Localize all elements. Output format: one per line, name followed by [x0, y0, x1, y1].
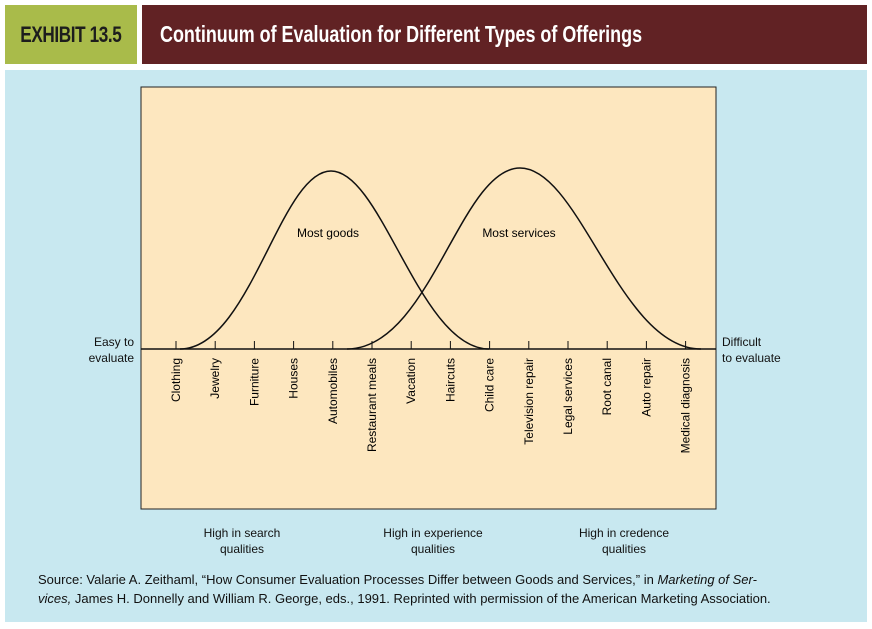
- item-label: Vacation: [404, 358, 418, 404]
- source-text: Source: Valarie A. Zeithaml, “How Consum…: [38, 572, 658, 587]
- item-label: Child care: [483, 358, 497, 412]
- search-qualities-label: High in search qualities: [172, 525, 312, 557]
- easy-to-evaluate-label: Easy to evaluate: [60, 334, 134, 366]
- source-book-title: Marketing of Ser-: [657, 572, 757, 587]
- label-line: qualities: [219, 542, 265, 556]
- services-curve: [346, 167, 702, 350]
- label-line: High in credence: [578, 526, 670, 540]
- item-label: Furniture: [247, 358, 261, 406]
- item-label: Automobiles: [326, 358, 340, 424]
- goods-curve: [179, 170, 490, 350]
- item-label: Root canal: [600, 358, 614, 415]
- credence-qualities-label: High in credence qualities: [544, 525, 704, 557]
- item-label: Legal services: [561, 358, 575, 435]
- chart-area: [140, 86, 717, 510]
- label-line: qualities: [410, 542, 456, 556]
- label-line: Easy to: [93, 335, 134, 349]
- exhibit-title-text: Continuum of Evaluation for Different Ty…: [160, 21, 643, 47]
- item-label: Medical diagnosis: [679, 358, 693, 453]
- label-line: High in search: [203, 526, 281, 540]
- exhibit-title: Continuum of Evaluation for Different Ty…: [142, 5, 867, 64]
- label-line: evaluate: [88, 351, 134, 365]
- exhibit-number-text: EXHIBIT 13.5: [20, 21, 122, 47]
- item-label: Haircuts: [443, 358, 457, 402]
- source-text-cont: James H. Donnelly and William R. George,…: [71, 591, 771, 606]
- difficult-to-evaluate-label: Difficult to evaluate: [722, 334, 822, 366]
- label-line: Difficult: [722, 335, 762, 349]
- item-label: Jewelry: [208, 358, 222, 399]
- label-line: to evaluate: [722, 351, 781, 365]
- item-label: Television repair: [522, 358, 536, 445]
- label-line: High in experience: [383, 526, 483, 540]
- label-line: qualities: [601, 542, 647, 556]
- goods-curve-label: Most goods: [297, 226, 359, 240]
- item-label: Clothing: [169, 358, 183, 402]
- source-note: Source: Valarie A. Zeithaml, “How Consum…: [38, 570, 828, 608]
- item-label: Restaurant meals: [365, 358, 379, 452]
- item-label: Houses: [287, 358, 301, 399]
- services-curve-label: Most services: [482, 226, 555, 240]
- source-book-title-cont: vices,: [38, 591, 72, 606]
- exhibit-number: EXHIBIT 13.5: [5, 5, 137, 64]
- item-label: Auto repair: [639, 358, 653, 417]
- experience-qualities-label: High in experience qualities: [353, 525, 513, 557]
